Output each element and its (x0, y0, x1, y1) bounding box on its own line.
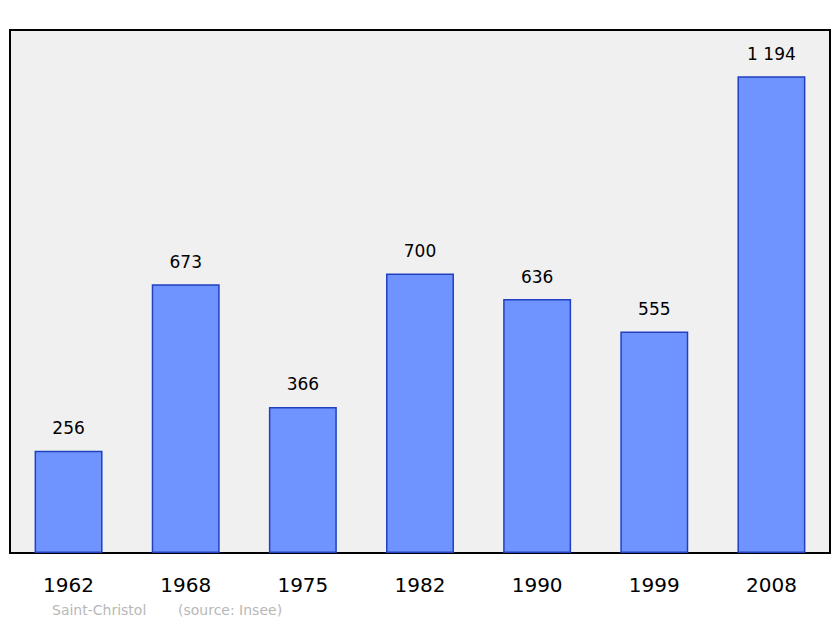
svg-text:2008: 2008 (746, 573, 797, 597)
svg-text:673: 673 (169, 252, 201, 272)
svg-text:366: 366 (287, 374, 319, 394)
svg-text:555: 555 (638, 299, 670, 319)
svg-text:1962: 1962 (43, 573, 94, 597)
svg-text:636: 636 (521, 267, 553, 287)
svg-text:1990: 1990 (512, 573, 563, 597)
svg-text:1982: 1982 (395, 573, 446, 597)
svg-text:(source: Insee): (source: Insee) (178, 602, 282, 618)
svg-text:1968: 1968 (160, 573, 211, 597)
svg-text:1999: 1999 (629, 573, 680, 597)
svg-text:Saint-Christol: Saint-Christol (52, 602, 146, 618)
svg-text:256: 256 (52, 418, 84, 438)
svg-text:1975: 1975 (277, 573, 328, 597)
svg-text:700: 700 (404, 241, 436, 261)
svg-text:1 194: 1 194 (747, 44, 796, 64)
